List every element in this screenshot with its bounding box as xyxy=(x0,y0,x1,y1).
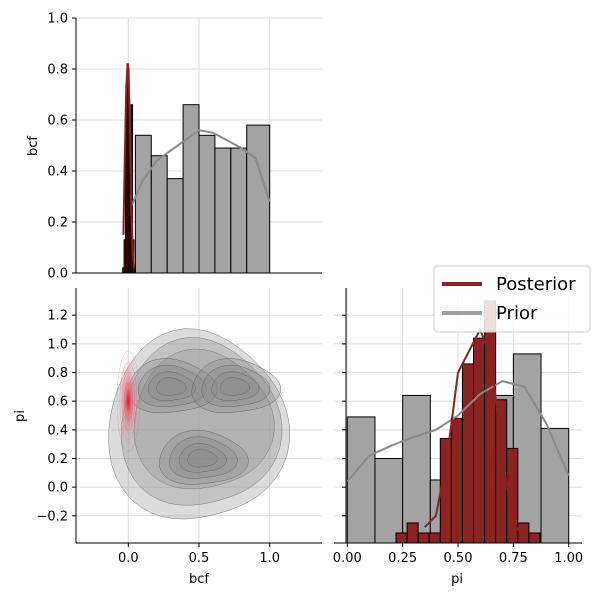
pi-y-ticks xyxy=(342,314,346,517)
pi-x-tick-label: 0.50 xyxy=(444,551,473,566)
pi-posterior-bar xyxy=(406,522,419,543)
joint-posterior-contour xyxy=(123,383,133,419)
pi-prior-bar xyxy=(346,416,376,543)
pi-x-tick-label: 0.25 xyxy=(388,551,417,566)
joint-prior-contour xyxy=(156,377,187,396)
bcf-y-tick-label: 1.0 xyxy=(47,12,68,27)
pi-posterior-bar xyxy=(439,437,452,543)
bcf-prior-bar xyxy=(198,134,216,273)
joint-x-axis-label: bcf xyxy=(189,572,209,587)
pi-posterior-bar xyxy=(528,532,541,543)
joint-prior-contour xyxy=(108,328,290,520)
joint-x-tick-label: 0.0 xyxy=(118,551,139,566)
bcf-marginal-panel: 0.0 0.2 0.4 0.6 0.8 1.0 bcf xyxy=(26,12,322,282)
joint-posterior-kde-contours xyxy=(116,350,140,452)
bcf-y-tick-label: 0.8 xyxy=(47,63,68,78)
bcf-y-axis-label: bcf xyxy=(26,136,41,156)
joint-grid xyxy=(76,288,322,543)
joint-prior-contour xyxy=(158,429,249,485)
bcf-prior-bar xyxy=(166,178,184,273)
pi-posterior-bar xyxy=(417,532,430,543)
joint-x-ticks: 0.0 0.5 1.0 xyxy=(118,543,280,566)
bcf-prior-bar xyxy=(150,155,168,273)
bcf-prior-kde-line xyxy=(130,129,271,208)
pi-posterior-bar xyxy=(395,532,408,543)
legend: Posterior Prior xyxy=(433,265,591,333)
joint-x-tick-label: 1.0 xyxy=(259,551,280,566)
joint-y-tick-label: 0.8 xyxy=(47,366,68,381)
joint-y-tick-label: 1.2 xyxy=(47,309,68,324)
joint-prior-kde-contours xyxy=(108,328,290,520)
bcf-y-tick-label: 0.4 xyxy=(47,165,68,180)
bcf-y-ticks: 0.0 0.2 0.4 0.6 0.8 1.0 xyxy=(47,12,76,282)
pi-x-ticks: 0.00 0.25 0.50 0.75 1.00 xyxy=(333,543,583,566)
bcf-prior-bar xyxy=(182,104,200,273)
bcf-posterior-kde-line xyxy=(122,63,135,268)
joint-y-tick-label: 0.4 xyxy=(47,423,68,438)
legend-label-prior: Prior xyxy=(496,303,538,324)
joint-kde-panel: 0.0 0.5 1.0 −0.20.00.20.40.60.81.01.2 bcf … xyxy=(13,288,322,587)
joint-y-tick-label: 0.2 xyxy=(47,452,68,467)
joint-prior-contour xyxy=(191,358,282,414)
pi-posterior-histogram xyxy=(395,300,541,543)
joint-x-tick-label: 0.5 xyxy=(189,551,210,566)
joint-prior-contour xyxy=(147,371,196,401)
pi-marginal-panel: 0.00 0.25 0.50 0.75 1.00 pi xyxy=(333,288,583,587)
bcf-prior-bar xyxy=(230,147,248,273)
pi-x-axis-label: pi xyxy=(451,572,463,587)
pi-prior-bar xyxy=(402,394,431,543)
bcf-prior-bar xyxy=(214,147,232,273)
bcf-prior-bar xyxy=(134,134,152,273)
joint-y-tick-label: 0.0 xyxy=(47,481,68,496)
pi-x-tick-label: 1.00 xyxy=(554,551,583,566)
pi-prior-kde-line xyxy=(346,380,570,483)
pi-posterior-bar xyxy=(484,300,497,543)
joint-y-axis-label: pi xyxy=(13,410,28,422)
pi-posterior-bar xyxy=(473,337,486,543)
joint-prior-contour xyxy=(219,377,251,396)
joint-y-tick-label: −0.2 xyxy=(36,509,68,524)
pi-x-tick-label: 0.75 xyxy=(499,551,528,566)
joint-y-tick-label: 1.0 xyxy=(47,337,68,352)
bcf-y-tick-label: 0.6 xyxy=(47,114,68,129)
joint-y-ticks: −0.2 0.0 0.2 0.4 0.6 0.8 1.0 1.2 xyxy=(36,309,76,524)
bcf-prior-histogram xyxy=(134,104,271,273)
pi-posterior-kde-line xyxy=(424,327,526,540)
bcf-y-tick-label: 0.0 xyxy=(47,267,68,282)
joint-prior-contour xyxy=(187,448,218,468)
pi-posterior-bar xyxy=(428,532,441,543)
pi-posterior-bar xyxy=(450,417,463,543)
pi-posterior-bar xyxy=(461,363,474,543)
pi-x-tick-label: 0.00 xyxy=(333,551,362,566)
joint-prior-contour xyxy=(211,371,260,401)
legend-label-posterior: Posterior xyxy=(496,274,576,295)
bcf-prior-bar xyxy=(246,124,271,273)
joint-y-tick-label: 0.6 xyxy=(47,395,68,410)
pi-prior-bar xyxy=(374,457,404,543)
bcf-y-tick-label: 0.2 xyxy=(47,216,68,231)
